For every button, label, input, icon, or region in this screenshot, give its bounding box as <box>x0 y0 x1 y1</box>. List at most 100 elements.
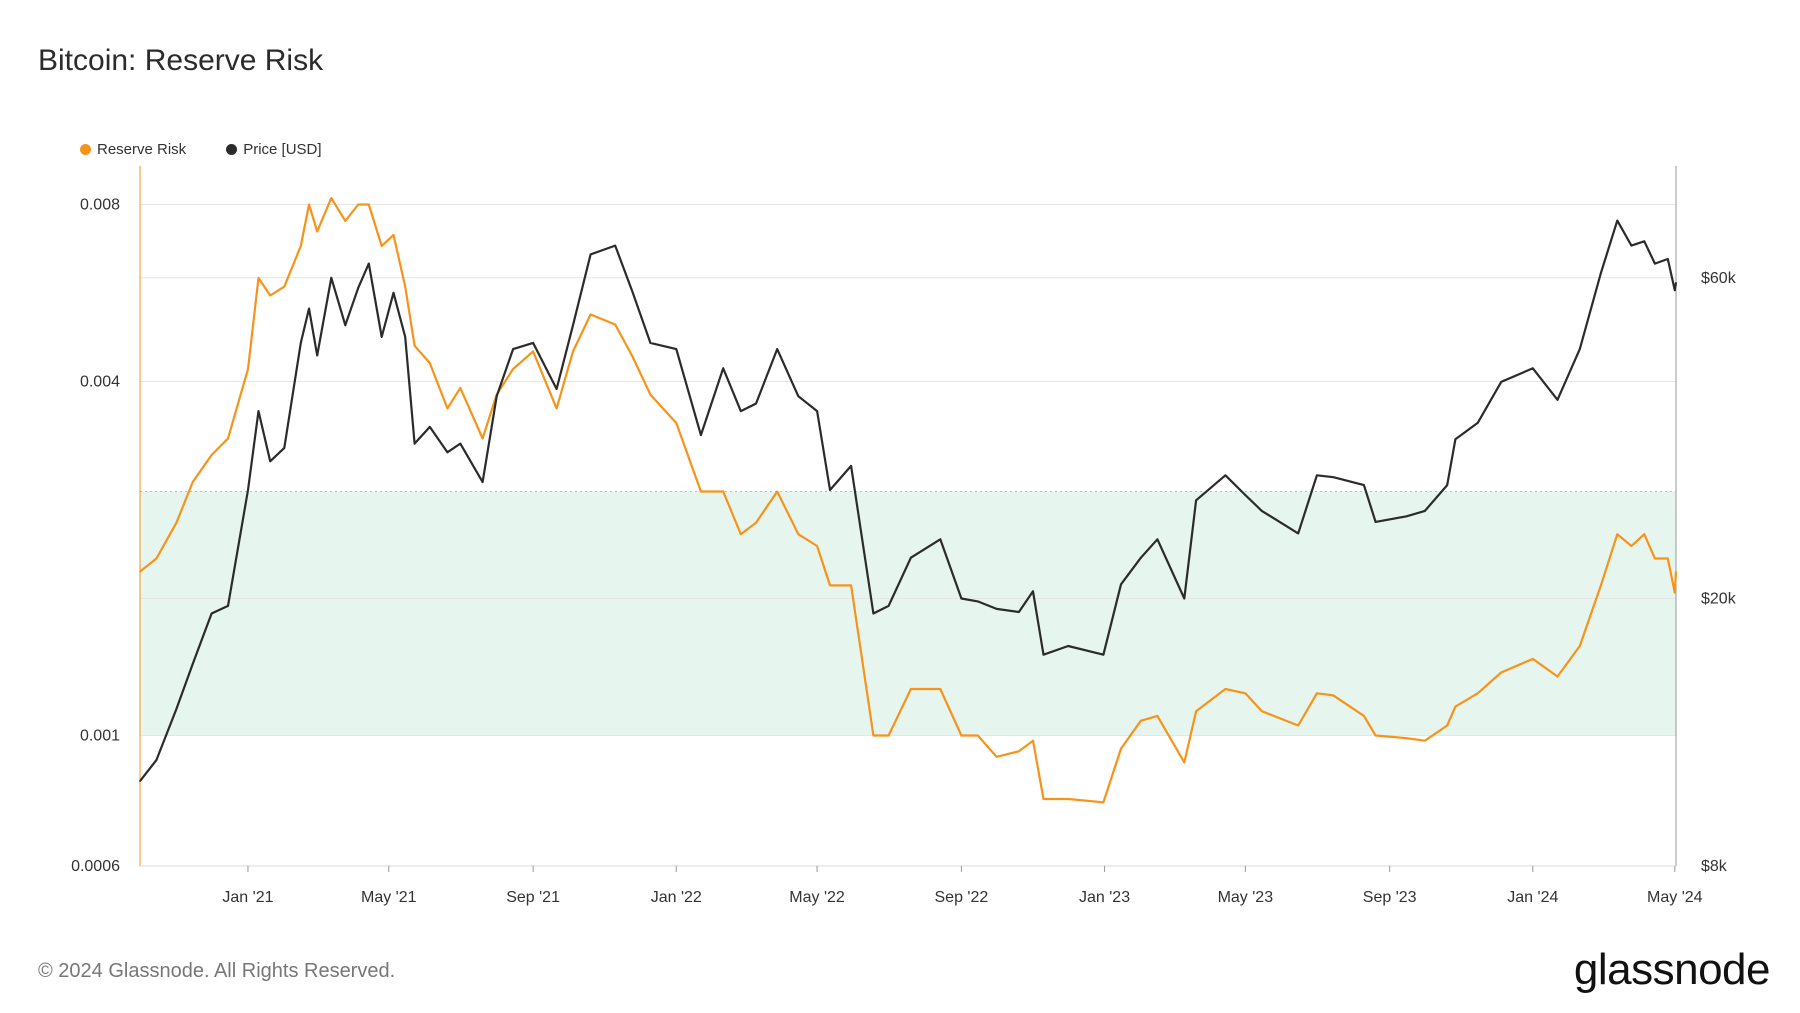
y-left-tick-0: 0.0006 <box>71 858 120 875</box>
price-point-68 <box>1374 521 1377 523</box>
x-tick-9: Jan '24 <box>1507 889 1558 906</box>
price-point-19 <box>404 336 406 338</box>
price-point-13 <box>330 277 333 279</box>
reserve-risk-point-19 <box>404 285 406 288</box>
reserve-risk-point-56 <box>1120 747 1122 750</box>
reserve-risk-point-62 <box>1244 692 1247 695</box>
price-point-62 <box>1244 494 1247 496</box>
price-point-73 <box>1476 422 1479 424</box>
x-tick-3: Jan '22 <box>651 889 702 906</box>
price-point-6 <box>247 489 249 491</box>
reserve-risk-point-71 <box>1446 724 1448 727</box>
reserve-risk-point-57 <box>1140 719 1142 722</box>
reserve-risk-point-35 <box>700 490 702 493</box>
reserve-risk-point-16 <box>368 203 370 206</box>
reserve-risk-point-7 <box>257 277 260 279</box>
price-point-2 <box>175 708 178 710</box>
price-point-4 <box>210 612 213 615</box>
reserve-risk-point-8 <box>269 294 272 297</box>
reserve-risk-point-5 <box>227 437 229 440</box>
price-point-27 <box>532 342 534 344</box>
price-point-10 <box>299 342 302 344</box>
reserve-risk-point-30 <box>589 313 592 316</box>
price-point-45 <box>887 605 890 607</box>
reserve-risk-point-46 <box>910 688 912 690</box>
reserve-risk-point-48 <box>960 734 963 737</box>
reserve-risk-point-47 <box>939 688 942 690</box>
reserve-risk-point-65 <box>1316 692 1318 695</box>
reserve-risk-point-21 <box>429 362 431 364</box>
reserve-risk-point-12 <box>316 230 318 233</box>
price-point-81 <box>1643 240 1646 243</box>
reserve-risk-point-54 <box>1067 798 1069 800</box>
price-point-11 <box>308 307 310 310</box>
price-point-54 <box>1067 645 1069 647</box>
price-point-32 <box>632 291 634 294</box>
price-point-55 <box>1102 653 1105 656</box>
reserve-risk-point-52 <box>1032 739 1034 742</box>
price-point-1 <box>155 759 158 761</box>
reserve-risk-point-28 <box>555 407 558 410</box>
reserve-risk-point-24 <box>481 437 484 440</box>
reserve-risk-point-34 <box>675 422 678 424</box>
reserve-risk-point-3 <box>192 481 194 483</box>
price-point-3 <box>192 662 194 665</box>
x-tick-10: May '24 <box>1647 889 1703 906</box>
price-point-25 <box>495 395 498 397</box>
legend-label-price: Price [USD] <box>243 141 322 158</box>
reserve-risk-point-22 <box>446 407 449 410</box>
glassnode-logo[interactable]: glassnode <box>1573 945 1771 994</box>
reserve-risk-point-67 <box>1363 715 1365 717</box>
reserve-risk-point-17 <box>380 245 383 247</box>
x-tick-6: Jan '23 <box>1079 889 1130 906</box>
reserve-risk-point-20 <box>413 344 416 347</box>
legend-item-price[interactable]: Price [USD] <box>226 141 322 158</box>
reserve-risk-point-2 <box>175 522 178 524</box>
reserve-risk-point-27 <box>532 350 534 353</box>
reserve-risk-line <box>139 197 1678 804</box>
price-point-38 <box>755 402 757 405</box>
legend-dot-reserve-risk <box>80 144 91 155</box>
reserve-risk-point-81 <box>1643 533 1646 535</box>
price-point-77 <box>1578 348 1581 350</box>
copyright-footer: © 2024 Glassnode. All Rights Reserved. <box>38 960 396 982</box>
price-point-28 <box>555 388 558 390</box>
price-point-16 <box>368 262 370 265</box>
reserve-risk-point-76 <box>1556 675 1559 678</box>
y-left-tick-2: 0.004 <box>80 373 120 390</box>
price-point-40 <box>797 395 800 397</box>
price-point-74 <box>1500 381 1502 383</box>
legend-item-reserve-risk[interactable]: Reserve Risk <box>80 141 186 158</box>
price-point-82 <box>1654 262 1656 265</box>
legend-dot-price <box>226 144 238 155</box>
chart-title: Bitcoin: Reserve Risk <box>38 44 324 77</box>
price-point-5 <box>227 605 229 607</box>
price-point-7 <box>257 410 260 412</box>
y-right-tick-1: $20k <box>1701 591 1737 608</box>
price-point-31 <box>614 244 617 247</box>
price-line <box>139 219 1678 782</box>
reserve-risk-point-60 <box>1195 710 1197 712</box>
reserve-risk-point-4 <box>210 454 213 456</box>
reserve-risk-point-23 <box>459 387 462 389</box>
price-point-78 <box>1600 272 1602 274</box>
reserve-risk-point-80 <box>1630 545 1633 547</box>
price-point-33 <box>649 342 652 344</box>
reserve-risk-point-82 <box>1654 557 1656 560</box>
reserve-risk-point-41 <box>816 545 818 547</box>
price-point-51 <box>1018 611 1020 613</box>
price-point-42 <box>829 489 831 491</box>
reserve-risk-point-53 <box>1042 798 1045 800</box>
reserve-risk-point-70 <box>1424 739 1426 742</box>
price-point-36 <box>722 367 724 370</box>
reserve-risk-point-37 <box>739 533 742 535</box>
price-point-21 <box>429 426 431 428</box>
price-point-39 <box>776 348 778 350</box>
reserve-risk-point-63 <box>1260 710 1263 712</box>
price-point-85 <box>1675 281 1677 284</box>
reserve-risk-point-6 <box>247 368 249 370</box>
price-point-53 <box>1042 653 1045 656</box>
legend-label-reserve-risk: Reserve Risk <box>97 141 187 158</box>
reserve-risk-point-43 <box>850 584 852 587</box>
price-point-34 <box>675 348 678 350</box>
